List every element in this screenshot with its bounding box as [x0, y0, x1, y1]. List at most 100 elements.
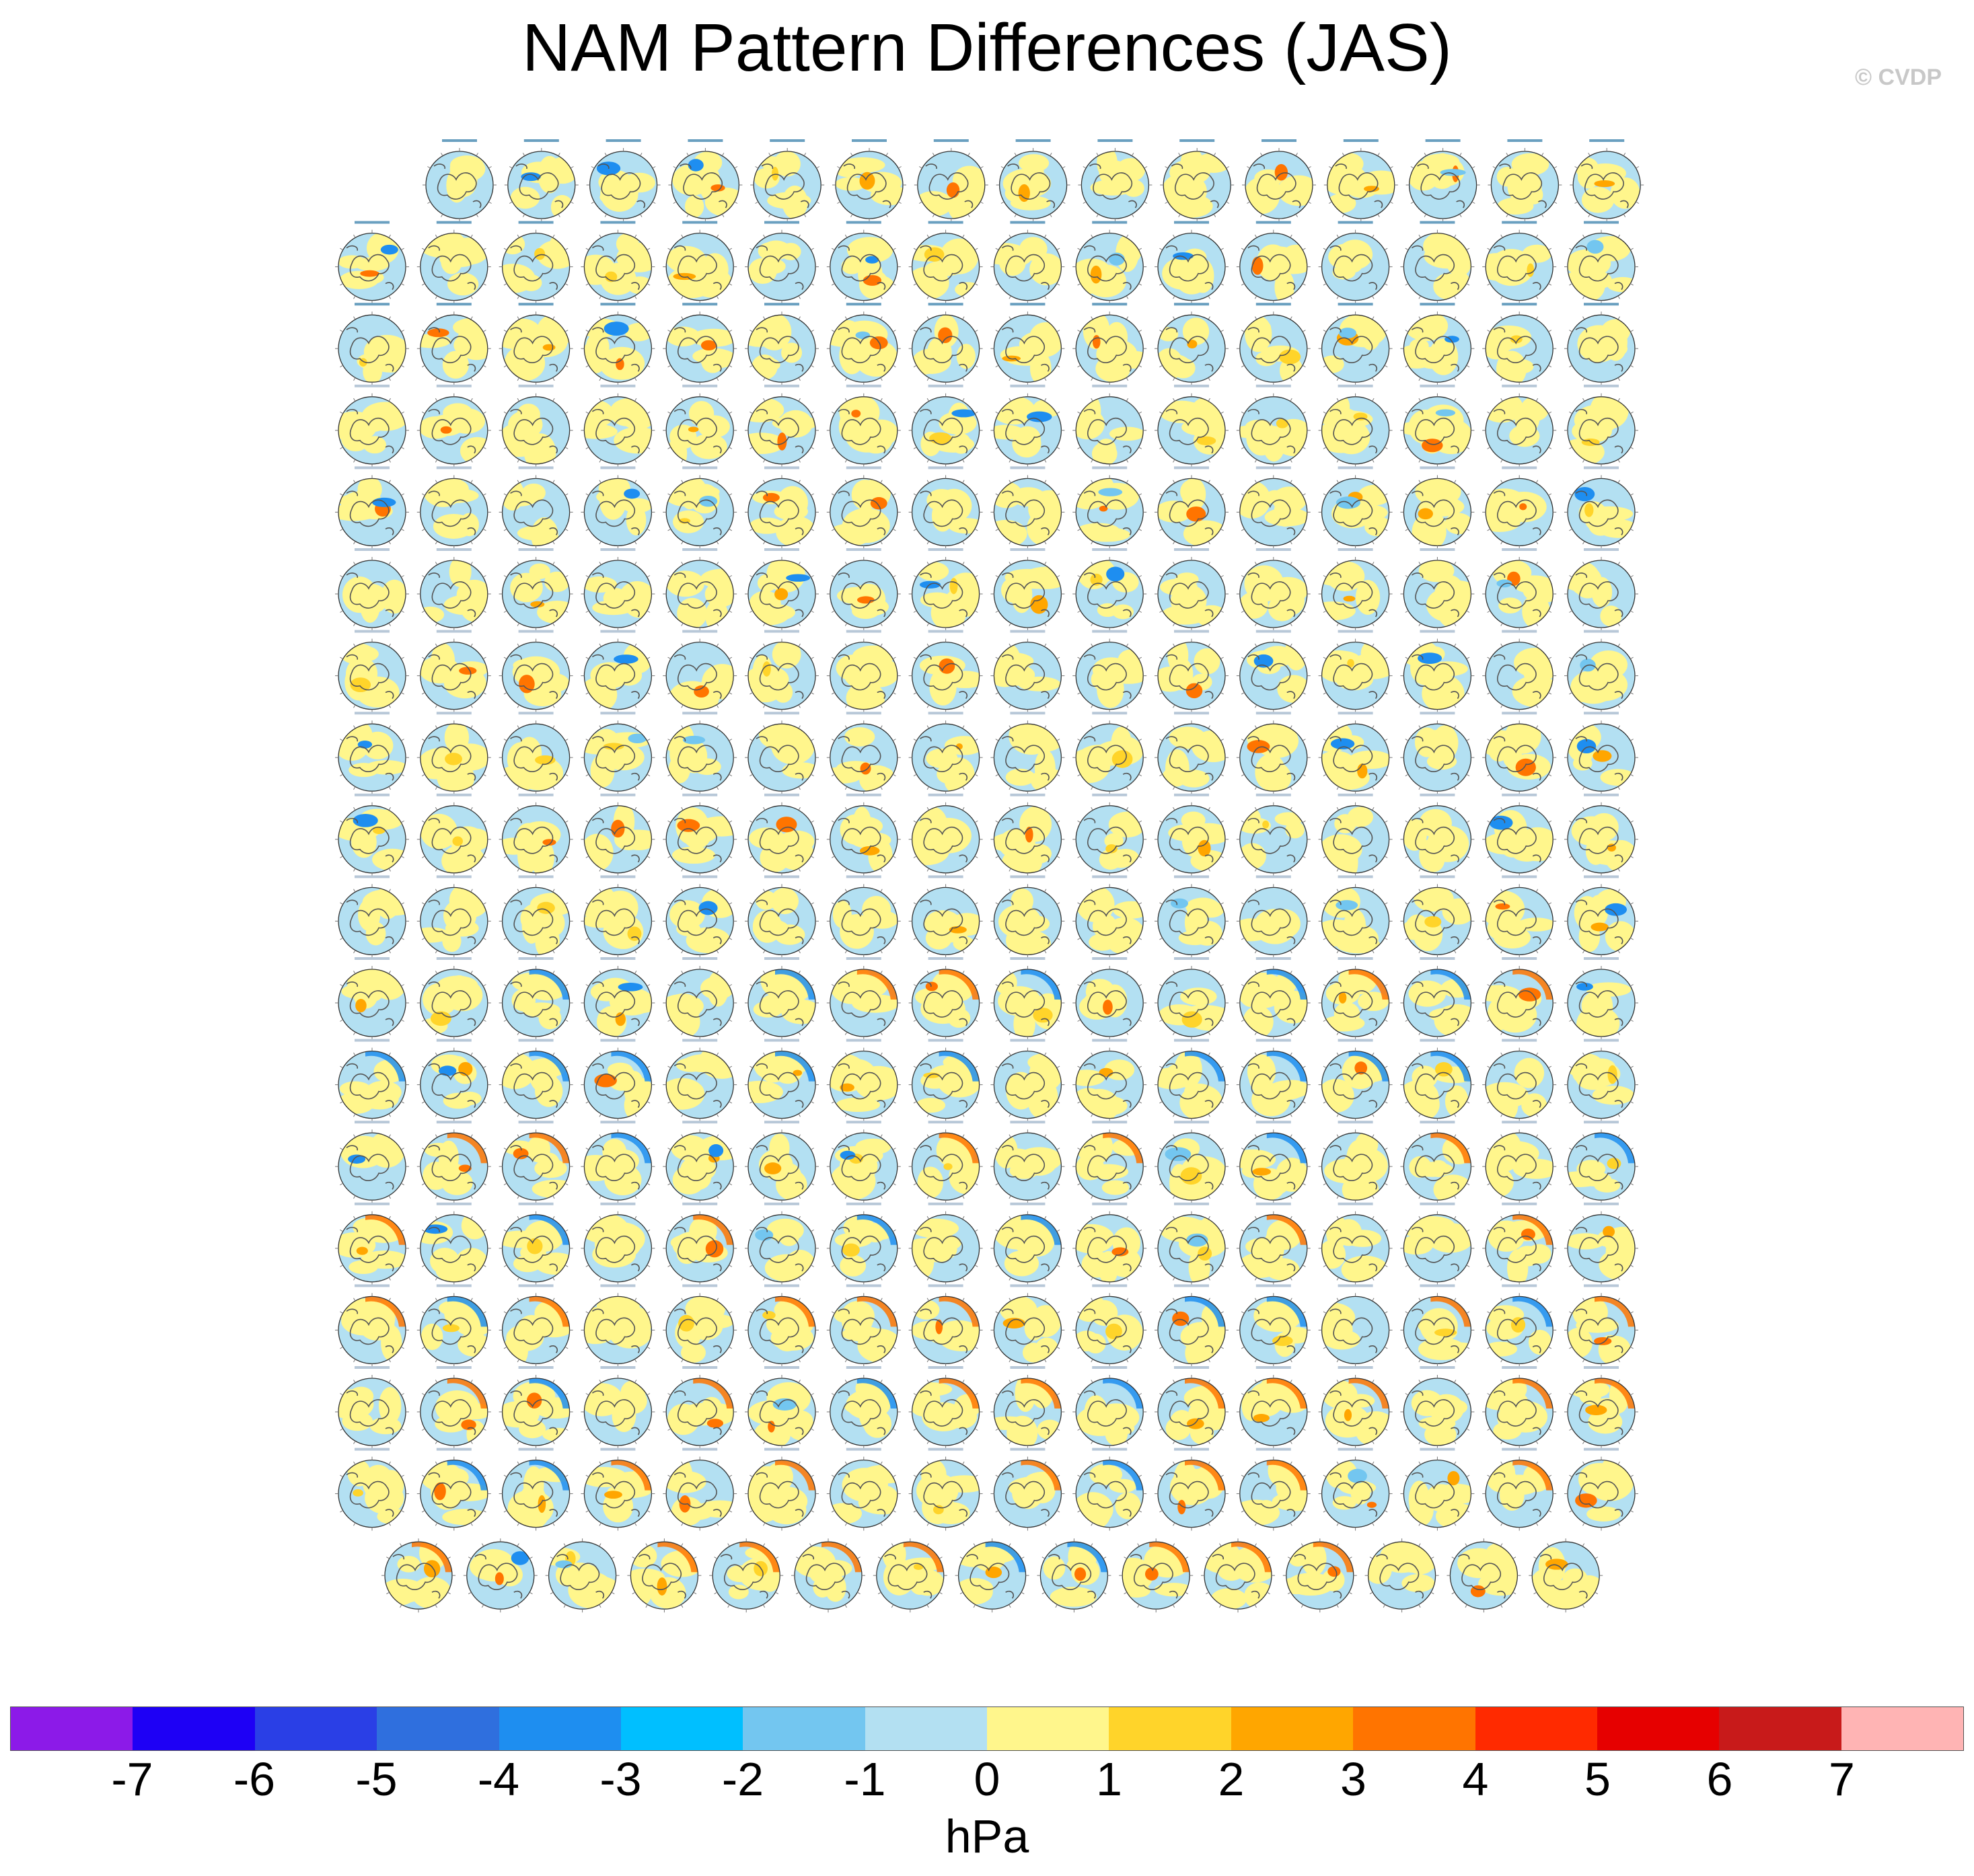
negative-anomaly-region — [786, 574, 811, 582]
polar-map-panel — [1400, 548, 1475, 631]
positive-anomaly-region — [955, 282, 980, 297]
longitude-tick — [1009, 316, 1011, 320]
polar-map-panel — [581, 793, 655, 876]
negative-anomaly-region — [1027, 411, 1052, 422]
panel-caption — [436, 1039, 472, 1042]
longitude-tick — [974, 447, 978, 449]
longitude-tick — [892, 774, 896, 777]
longitude-tick — [750, 820, 753, 823]
longitude-tick — [831, 528, 835, 531]
longitude-tick — [1372, 1113, 1375, 1117]
longitude-tick — [1302, 330, 1306, 332]
longitude-tick — [1220, 447, 1224, 449]
polar-map-panel — [335, 957, 409, 1040]
longitude-tick — [1418, 806, 1421, 811]
longitude-tick — [798, 377, 801, 381]
panel-caption — [1010, 466, 1046, 470]
longitude-tick — [962, 806, 965, 811]
strong-anomaly-region — [1181, 1011, 1202, 1028]
longitude-tick — [1617, 541, 1620, 545]
longitude-tick — [517, 377, 520, 381]
positive-anomaly-region — [354, 257, 390, 271]
longitude-tick — [1617, 725, 1620, 729]
longitude-tick — [1323, 937, 1327, 940]
panel-caption — [682, 303, 718, 306]
longitude-tick — [962, 562, 965, 565]
coastline — [1253, 163, 1301, 209]
positive-anomaly-region — [686, 927, 731, 954]
longitude-tick — [1096, 153, 1099, 156]
longitude-tick — [647, 447, 651, 449]
positive-anomaly-region — [925, 926, 952, 950]
strong-anomaly-region — [1103, 1000, 1113, 1015]
longitude-tick — [421, 820, 425, 823]
longitude-tick — [686, 214, 689, 217]
coastline — [920, 818, 968, 863]
polar-map-panel — [990, 630, 1065, 713]
longitude-tick — [1535, 786, 1539, 790]
longitude-tick — [1418, 295, 1421, 299]
longitude-tick — [353, 1052, 356, 1056]
longitude-tick — [1009, 868, 1011, 872]
polar-map-panel — [499, 1202, 573, 1285]
positive-anomaly-region — [780, 243, 801, 260]
strong-anomaly-region — [1251, 256, 1264, 275]
longitude-tick — [558, 214, 560, 217]
polar-map-panel — [1155, 630, 1229, 713]
longitude-tick — [974, 330, 978, 332]
coastline — [1165, 572, 1214, 617]
longitude-tick — [918, 166, 922, 169]
longitude-tick — [476, 153, 478, 156]
panel-caption — [606, 139, 641, 142]
panel-caption — [1174, 1039, 1209, 1042]
longitude-tick — [1336, 786, 1340, 790]
longitude-tick — [1372, 480, 1375, 484]
longitude-tick — [763, 295, 766, 299]
positive-anomaly-region — [769, 1133, 790, 1163]
positive-anomaly-region — [420, 606, 445, 623]
longitude-tick — [1254, 1052, 1257, 1056]
polar-map-panel — [1564, 1121, 1638, 1204]
longitude-tick — [798, 971, 801, 974]
longitude-tick — [585, 411, 589, 414]
panel-caption — [355, 1039, 390, 1042]
longitude-tick — [1569, 575, 1572, 578]
longitude-tick — [1617, 1134, 1620, 1138]
longitude-tick — [892, 820, 896, 823]
longitude-tick — [798, 459, 801, 463]
panel-caption — [1255, 384, 1291, 387]
longitude-tick — [1220, 1265, 1224, 1267]
longitude-tick — [974, 984, 978, 987]
longitude-tick — [913, 1019, 917, 1022]
longitude-tick — [1220, 1101, 1224, 1104]
panel-caption — [1338, 303, 1373, 306]
longitude-tick — [831, 656, 835, 660]
positive-anomaly-region — [1336, 936, 1381, 954]
polar-map-panel — [416, 1039, 491, 1122]
longitude-tick — [1453, 295, 1457, 299]
longitude-tick — [517, 786, 520, 790]
positive-anomaly-region — [691, 267, 733, 298]
longitude-tick — [552, 562, 555, 565]
longitude-tick — [681, 1215, 684, 1220]
polar-map-panel — [1236, 303, 1311, 386]
longitude-tick — [962, 1215, 965, 1220]
longitude-tick — [421, 1019, 425, 1022]
longitude-tick — [837, 166, 840, 169]
longitude-tick — [435, 623, 438, 626]
longitude-tick — [585, 1101, 589, 1104]
panel-caption — [1092, 957, 1128, 960]
polar-map-panel — [826, 221, 901, 304]
longitude-tick — [503, 610, 507, 613]
panel-caption — [682, 630, 718, 633]
longitude-tick — [564, 365, 569, 368]
longitude-tick — [1241, 1019, 1245, 1022]
longitude-tick — [585, 283, 589, 286]
panel-caption — [928, 712, 963, 715]
polar-map-panel — [1072, 793, 1147, 876]
longitude-tick — [880, 234, 883, 238]
longitude-tick — [962, 786, 965, 790]
longitude-tick — [837, 201, 840, 204]
longitude-tick — [435, 459, 438, 463]
longitude-tick — [1453, 459, 1457, 463]
